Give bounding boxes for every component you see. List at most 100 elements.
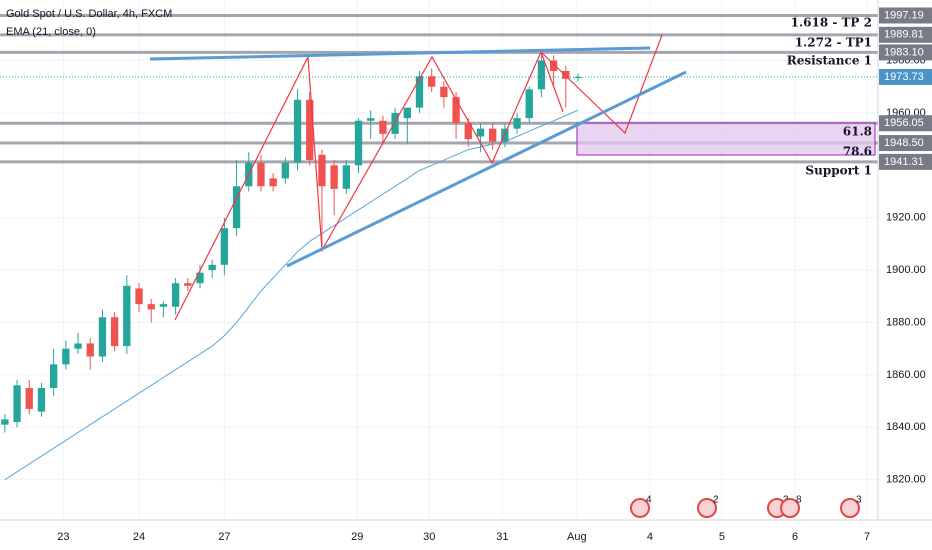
- candle-body: [98, 317, 107, 357]
- annotation: 78.6: [843, 145, 872, 159]
- candle-body: [306, 99, 314, 161]
- candle-body: [464, 123, 472, 140]
- candle-body: [354, 120, 363, 166]
- candle-body: [86, 343, 94, 357]
- candle-body: [513, 118, 521, 129]
- x-tick-label: 4: [647, 531, 653, 543]
- price-label: 1941.31: [884, 156, 924, 168]
- candle-body: [403, 107, 411, 119]
- x-tick-label: Aug: [567, 531, 587, 543]
- candle-body: [49, 364, 58, 388]
- candle-body: [62, 348, 70, 365]
- candle-body: [379, 120, 387, 134]
- candle-body: [391, 112, 399, 134]
- annotation: Support 1: [805, 164, 872, 178]
- event-label: 3: [856, 495, 862, 506]
- chart-title: Gold Spot / U.S. Dollar, 4h, FXCM: [6, 8, 172, 20]
- candle-body: [74, 343, 82, 349]
- price-box: [879, 44, 932, 61]
- x-tick-label: 29: [351, 531, 363, 543]
- x-tick-label: 23: [57, 531, 69, 543]
- candle-body: [135, 288, 143, 305]
- candle-body: [525, 89, 533, 119]
- candle-body: [415, 76, 424, 108]
- candle-body: [367, 118, 375, 121]
- event-icon: [630, 498, 650, 518]
- candle-body: [159, 304, 168, 307]
- candle-body: [208, 264, 216, 271]
- candle-body: [488, 128, 497, 142]
- candle-body: [13, 385, 21, 423]
- price-label: 1997.19: [884, 9, 924, 21]
- annotation: Resistance 1: [787, 54, 872, 68]
- y-tick-label: 1920.00: [886, 212, 926, 224]
- candle-body: [549, 60, 558, 71]
- candle-body: [476, 128, 485, 137]
- candle-body: [257, 162, 265, 187]
- price-label: 1973.73: [884, 71, 924, 83]
- candle-body: [110, 317, 119, 347]
- x-tick-label: 7: [864, 531, 870, 543]
- annotation: 1.618 - TP 2: [791, 16, 872, 30]
- event-label: 8: [796, 495, 802, 506]
- candle-body: [342, 165, 350, 189]
- indicator-label: EMA (21, close, 0): [6, 26, 96, 38]
- y-tick-label: 1840.00: [886, 421, 926, 433]
- candle-body: [184, 283, 192, 286]
- projection-line: [540, 34, 663, 135]
- trend-line: [286, 70, 687, 268]
- y-tick-label: 1860.00: [886, 369, 926, 381]
- event-icon: [840, 498, 860, 518]
- candle-body: [25, 387, 33, 409]
- candle-body: [171, 283, 180, 307]
- x-tick-label: 31: [496, 531, 508, 543]
- event-icon: [780, 498, 800, 518]
- axes: 1820.00 1840.00 1860.00 1880.00 1900.00 1920.…: [57, 7, 932, 543]
- candle-body: [537, 60, 546, 90]
- candle-body: [1, 419, 9, 425]
- price-box: [879, 26, 932, 43]
- x-tick-label: 24: [133, 531, 145, 543]
- price-label: 1956.05: [884, 117, 924, 129]
- zone: [576, 122, 876, 156]
- candle-body: [37, 387, 46, 412]
- event-label: 2: [713, 495, 719, 506]
- candle-body: [452, 97, 460, 124]
- candle-body: [196, 272, 204, 284]
- candle-body: [293, 99, 302, 163]
- candle-body: [428, 76, 436, 87]
- candle-body: [330, 165, 338, 189]
- annotation: 1.272 - TP1: [795, 36, 872, 50]
- y-tick-label: 1880.00: [886, 316, 926, 328]
- price-box: [879, 135, 932, 152]
- price-box: [879, 68, 932, 85]
- candle-body: [574, 77, 582, 79]
- price-box: [879, 7, 932, 24]
- candle-body: [269, 178, 277, 187]
- x-tick-label: 6: [792, 531, 798, 543]
- candle-body: [440, 86, 448, 98]
- event-label: 4: [646, 495, 652, 506]
- y-tick-label: 1900.00: [886, 264, 926, 276]
- price-label: 1989.81: [884, 29, 924, 41]
- x-tick-label: 30: [423, 531, 435, 543]
- candle-body: [562, 70, 570, 79]
- candle-body: [232, 186, 241, 229]
- price-box: [879, 153, 932, 170]
- candle-body: [147, 304, 155, 310]
- y-tick-label: 1820.00: [886, 474, 926, 486]
- candle-body: [123, 285, 131, 347]
- candle-body: [318, 154, 326, 187]
- trend-line: [149, 46, 651, 61]
- price-label: 1948.50: [884, 137, 924, 149]
- event-icon: [697, 498, 717, 518]
- candle-body: [281, 162, 290, 179]
- price-box: [879, 115, 932, 132]
- annotation: 61.8: [843, 125, 872, 139]
- price-label: 1983.10: [884, 46, 924, 58]
- candle-body: [220, 228, 229, 265]
- x-tick-label: 27: [218, 531, 230, 543]
